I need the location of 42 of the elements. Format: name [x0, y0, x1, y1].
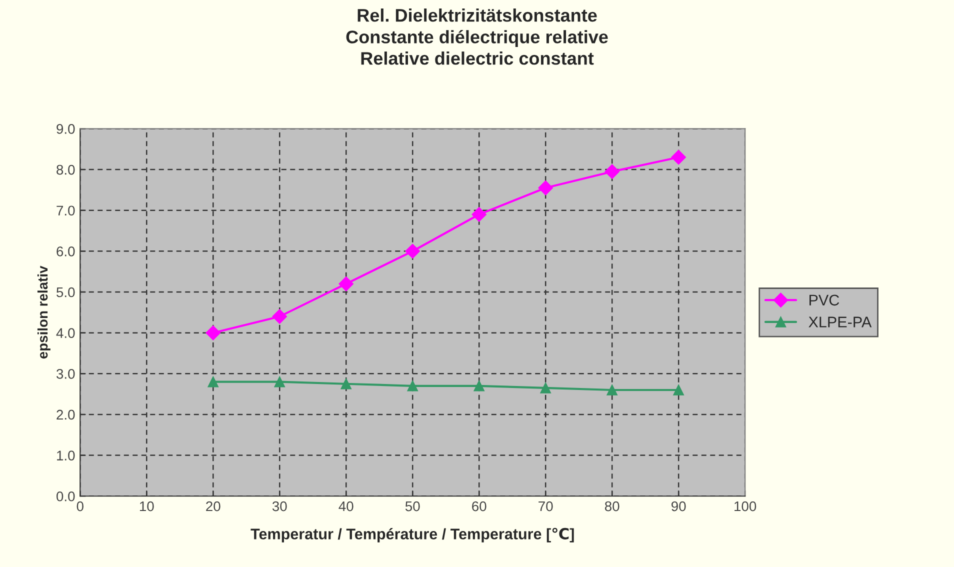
x-tick-label: 40 — [338, 501, 354, 512]
x-axis-title: Temperatur / Température / Temperature [℃] — [250, 528, 574, 542]
point — [272, 309, 288, 324]
legend-label: PVC — [810, 294, 840, 306]
point — [604, 164, 620, 179]
x-tick-label: 80 — [604, 501, 620, 512]
point — [274, 376, 285, 388]
x-tick-label: 50 — [405, 501, 420, 512]
x-tick-label: 0 — [76, 501, 84, 512]
point — [407, 380, 418, 392]
point — [472, 207, 486, 222]
x-tick-label: 30 — [272, 501, 287, 512]
y-tick-label: 9.0 — [56, 124, 75, 134]
y-tick-label: 5.0 — [56, 287, 75, 298]
y-tick-label: 7.0 — [56, 206, 75, 216]
y-tick-label: 4.0 — [56, 328, 75, 338]
x-tick-label: 20 — [206, 501, 220, 512]
x-tick-label: 90 — [672, 501, 686, 512]
y-tick-label: 1.0 — [57, 450, 75, 460]
point — [405, 244, 420, 259]
legend-label: XLPE-PA — [808, 316, 872, 328]
y-tick-label: 2.0 — [56, 410, 75, 420]
y-tick-label: 6.0 — [56, 246, 75, 256]
x-tick-label: 100 — [734, 501, 756, 512]
point — [338, 276, 354, 292]
y-tick-label: 0.0 — [56, 491, 75, 502]
point — [340, 378, 352, 390]
point — [671, 150, 686, 165]
point — [538, 180, 553, 196]
point — [673, 384, 684, 396]
x-tick-label: 70 — [538, 501, 553, 512]
point — [540, 382, 551, 394]
point — [206, 325, 221, 340]
y-axis-title: epsilon relativ — [37, 266, 50, 359]
y-tick-label: 3.0 — [56, 368, 75, 379]
y-tick-label: 8.0 — [56, 164, 75, 175]
x-tick-label: 10 — [140, 501, 154, 512]
x-tick-label: 60 — [472, 501, 486, 512]
point — [474, 380, 484, 392]
point — [606, 384, 618, 396]
point — [208, 376, 219, 388]
chart-title: Rel. Dielektrizitätskonstante Constante diélectrique relative Relative dielectric constant — [346, 8, 608, 65]
